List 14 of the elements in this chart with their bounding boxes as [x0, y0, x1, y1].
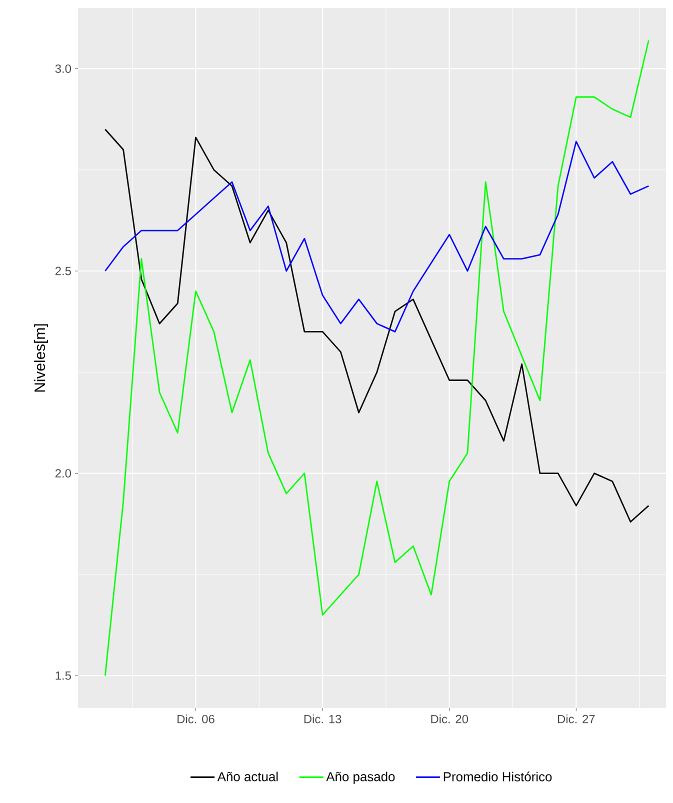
x-tick-label: Dic. 20	[431, 714, 468, 724]
line-series	[104, 128, 650, 523]
y-tick-label: 2.0	[55, 469, 72, 478]
legend-label: Año actual	[217, 772, 278, 782]
y-axis-title: Niveles[m]	[34, 324, 48, 392]
line-series	[104, 40, 650, 676]
legend-label: Año pasado	[326, 772, 395, 784]
x-tick-label: Dic. 27	[558, 714, 595, 724]
x-tick-label: Dic. 13	[304, 714, 342, 724]
y-tick-label: 2.5	[55, 266, 71, 276]
x-tick-label: Dic. 06	[178, 714, 214, 724]
y-tick-label: 3.0	[55, 64, 72, 73]
y-tick-label: 1.5	[56, 671, 71, 680]
legend-label: Promedio Histórico	[444, 772, 552, 782]
